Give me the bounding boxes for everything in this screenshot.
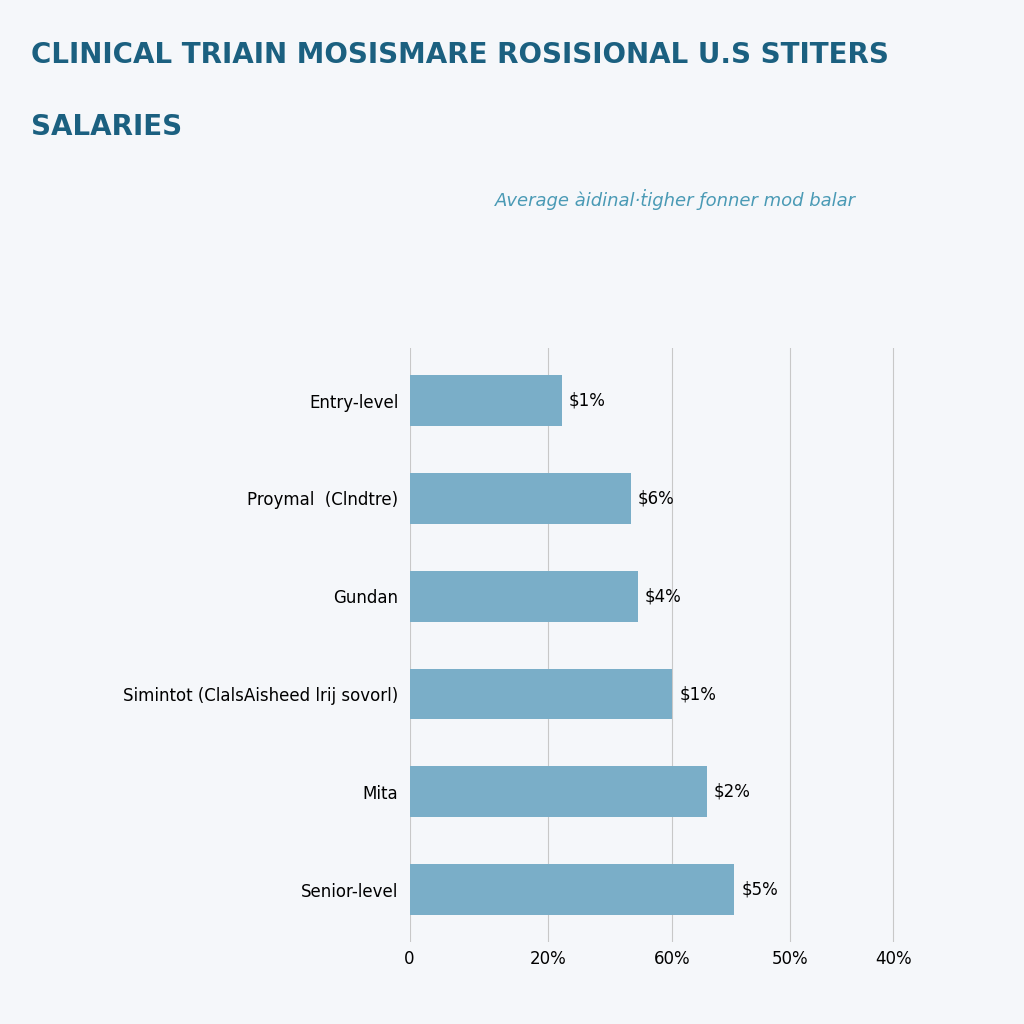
Text: $1%: $1%: [568, 391, 605, 410]
Text: $6%: $6%: [638, 489, 675, 508]
Bar: [410, 570, 638, 622]
Text: $4%: $4%: [645, 587, 681, 605]
Text: $5%: $5%: [741, 881, 778, 899]
Bar: [410, 375, 561, 426]
Bar: [410, 473, 631, 524]
Text: $1%: $1%: [679, 685, 716, 703]
Bar: [410, 864, 734, 915]
Text: SALARIES: SALARIES: [31, 113, 182, 140]
Bar: [410, 766, 707, 817]
Text: CLINICAL TRIAIN MOSISMARE ROSISIONAL U.S STITERS: CLINICAL TRIAIN MOSISMARE ROSISIONAL U.S…: [31, 41, 889, 69]
Bar: [410, 669, 673, 720]
Text: $2%: $2%: [714, 782, 751, 801]
Text: Average àidinal·ṫigher ƒonner mod balar: Average àidinal·ṫigher ƒonner mod balar: [496, 189, 856, 211]
